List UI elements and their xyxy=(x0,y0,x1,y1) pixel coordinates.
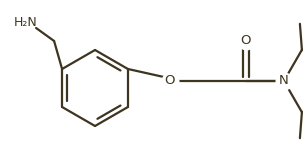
Text: O: O xyxy=(241,35,251,47)
Text: O: O xyxy=(165,74,175,88)
Text: H₂N: H₂N xyxy=(14,17,38,29)
Text: N: N xyxy=(279,74,289,88)
